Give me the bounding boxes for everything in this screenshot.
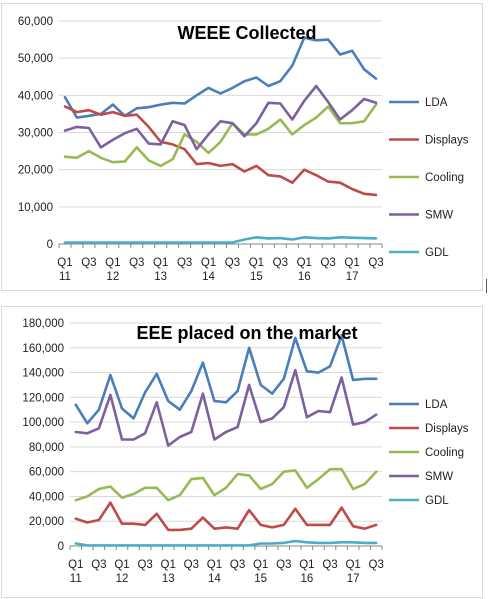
y-tick-label: 20,000 [29, 516, 64, 528]
x-tick-label: Q3 [225, 257, 240, 269]
series-line-smw [74, 368, 378, 447]
x-tick-label: Q1 [344, 257, 359, 269]
x-tick-label: Q1 [201, 257, 216, 269]
legend-label: SMW [425, 471, 453, 483]
series-line-gdl [74, 539, 378, 547]
x-tick-label: Q3 [230, 559, 245, 571]
x-year-label: 16 [298, 271, 311, 283]
x-year-label: 12 [106, 271, 119, 283]
chart-svg: 0 20,000 40,000 60,000 80,000 100,000 120,000 1… [22, 318, 469, 585]
x-tick-label: Q3 [184, 559, 199, 571]
x-year-label: 15 [250, 271, 263, 283]
x-tick-label: Q3 [273, 257, 288, 269]
text-cursor [486, 279, 487, 293]
x-year-label: 12 [116, 573, 129, 585]
x-tick-label: Q3 [369, 559, 384, 571]
x-tick-label: Q3 [137, 559, 152, 571]
y-tick-label: 160,000 [22, 343, 64, 355]
y-tick-label: 100,000 [22, 417, 64, 429]
legend-label: Displays [425, 135, 469, 147]
series-line-gdl [63, 236, 378, 244]
y-tick-label: 50,000 [18, 53, 53, 65]
chart-title: WEEE Collected [177, 23, 316, 43]
series-line-lda [63, 36, 378, 119]
series-line-displays [63, 105, 378, 197]
legend-label: GDL [425, 495, 449, 507]
x-tick-label: Q3 [368, 257, 383, 269]
legend-label: Cooling [425, 172, 464, 184]
x-tick-label: Q1 [161, 559, 176, 571]
x-year-label: 16 [300, 573, 313, 585]
y-tick-label: 30,000 [18, 128, 53, 140]
x-tick-label: Q3 [81, 257, 96, 269]
x-tick-label: Q1 [207, 559, 222, 571]
x-tick-label: Q1 [299, 559, 314, 571]
y-tick-label: 180,000 [22, 318, 64, 330]
x-year-label: 11 [70, 573, 82, 585]
x-tick-label: Q3 [129, 257, 144, 269]
legend-label: Cooling [425, 447, 464, 459]
series-line-cooling [74, 467, 378, 502]
x-year-label: 13 [154, 271, 167, 283]
chart-weee-collected: 0 10,000 20,000 30,000 40,000 50,000 60,000 Q1 Q… [1, 3, 483, 291]
series-line-cooling [63, 103, 378, 168]
x-year-label: 11 [59, 271, 71, 283]
x-tick-label: Q3 [320, 257, 335, 269]
x-tick-label: Q3 [91, 559, 106, 571]
x-tick-label: Q1 [253, 559, 268, 571]
y-tick-label: 60,000 [29, 467, 64, 479]
chart-svg: 0 10,000 20,000 30,000 40,000 50,000 60,000 Q1 Q… [18, 16, 469, 283]
chart-eee-placed-on-market: 0 20,000 40,000 60,000 80,000 100,000 120,000 1… [1, 306, 483, 598]
x-tick-label: Q1 [57, 257, 72, 269]
x-tick-label: Q3 [322, 559, 337, 571]
x-tick-label: Q3 [177, 257, 192, 269]
x-tick-label: Q1 [249, 257, 264, 269]
x-year-label: 15 [254, 573, 267, 585]
x-tick-label: Q3 [276, 559, 291, 571]
legend-label: Displays [425, 423, 469, 435]
y-tick-label: 20,000 [18, 165, 53, 177]
y-tick-label: 0 [58, 541, 64, 553]
x-tick-label: Q1 [297, 257, 312, 269]
legend-label: LDA [425, 97, 448, 109]
y-tick-label: 140,000 [22, 368, 64, 380]
series-line-displays [74, 501, 378, 532]
series-line-lda [74, 334, 378, 425]
y-tick-label: 0 [47, 239, 53, 251]
y-tick-label: 120,000 [22, 392, 64, 404]
series-line-smw [63, 84, 378, 151]
y-tick-label: 10,000 [18, 202, 53, 214]
x-year-label: 14 [208, 573, 221, 585]
x-year-label: 17 [347, 573, 360, 585]
y-tick-label: 40,000 [18, 90, 53, 102]
x-tick-label: Q1 [105, 257, 120, 269]
x-year-label: 13 [162, 573, 175, 585]
y-tick-label: 40,000 [29, 491, 64, 503]
y-tick-label: 60,000 [18, 16, 53, 28]
legend-label: SMW [425, 210, 453, 222]
legend-label: GDL [425, 247, 449, 259]
x-tick-label: Q1 [153, 257, 168, 269]
chart-title: EEE placed on the market [136, 323, 357, 343]
x-year-label: 17 [346, 271, 359, 283]
x-tick-label: Q1 [345, 559, 360, 571]
x-year-label: 14 [202, 271, 215, 283]
x-tick-label: Q1 [68, 559, 83, 571]
legend-label: LDA [425, 399, 448, 411]
y-tick-label: 80,000 [29, 442, 64, 454]
x-tick-label: Q1 [114, 559, 129, 571]
